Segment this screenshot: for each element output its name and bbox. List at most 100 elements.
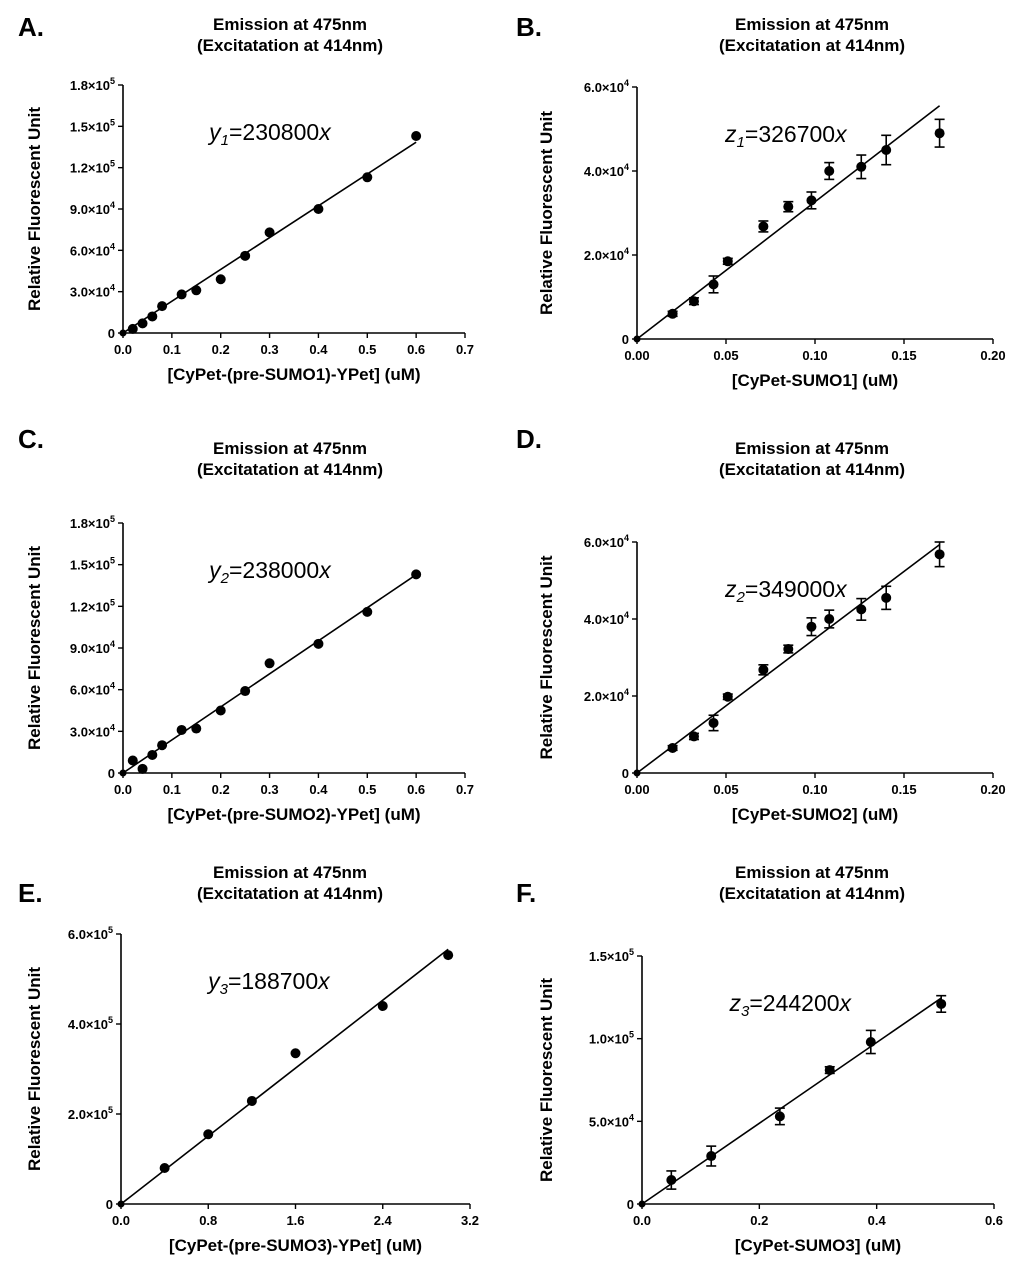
data-point [137,318,148,329]
x-tick-label: 0.0 [112,1213,130,1228]
y-axis-label: Relative Fluorescent Unit [25,967,44,1171]
data-point [137,763,148,774]
data-point [127,755,138,766]
data-point [936,998,947,1009]
y-tick-mantissa: 0 [108,766,115,781]
y-tick-mantissa: 0 [622,766,629,781]
data-point [708,717,719,728]
x-tick-label: 0.2 [750,1213,768,1228]
chart-svg: E. Emission at 475nm (Excitatation at 414n… [18,863,479,1255]
x-tick-label: 0.3 [261,782,279,797]
y-tick-exponent: 4 [624,687,629,697]
y-axis-label: Relative Fluorescent Unit [537,978,556,1182]
y-tick-mantissa: 1.5×10 [70,558,110,573]
y-tick-mantissa: 1.8×10 [70,78,110,93]
data-point [203,1129,214,1140]
data-point [934,549,945,560]
data-point [290,1048,301,1059]
data-point [443,950,454,961]
y-tick-exponent: 4 [110,200,115,210]
x-tick-label: 0.8 [199,1213,217,1228]
equation-subscript: 3 [220,981,229,998]
chart-title-line1: Emission at 475nm [213,439,367,458]
y-tick-label: 5.0×104 [589,1112,634,1129]
equation-coefficient: =188700 [228,968,318,994]
x-tick-label: 0.05 [713,782,738,797]
x-tick-label: 1.6 [286,1213,304,1228]
data-point [666,1175,677,1186]
chart-title-line2: (Excitatation at 414nm) [719,460,905,479]
equation-subscript: 1 [221,132,229,149]
y-tick-label: 3.0×104 [70,722,115,739]
data-point [856,604,867,615]
panel-e: E. Emission at 475nm (Excitatation at 414n… [0,848,512,1272]
data-point [667,742,678,753]
x-tick-label: 0.4 [309,782,328,797]
data-point [215,705,226,716]
panel-label: E. [18,878,43,908]
y-tick-exponent: 5 [110,159,115,169]
x-axis-label: [CyPet-(pre-SUMO3)-YPet] (uM) [169,1236,422,1255]
y-tick-exponent: 4 [110,241,115,251]
chart-svg: B. Emission at 475nm (Excitatation at 414n… [516,12,1006,390]
y-tick-label: 2.0×105 [68,1105,113,1122]
y-tick-exponent: 5 [110,556,115,566]
data-point [147,311,158,322]
origin-point [119,329,127,337]
chart-title-line1: Emission at 475nm [213,863,367,882]
y-tick-mantissa: 2.0×10 [68,1107,108,1122]
data-point [215,274,226,285]
equation-subscript: 3 [741,1003,750,1020]
y-tick-mantissa: 1.0×10 [589,1032,629,1047]
equation-x: x [318,557,332,583]
y-tick-label: 6.0×104 [70,681,115,698]
equation-subscript: 2 [736,589,746,606]
y-tick-mantissa: 6.0×10 [70,683,110,698]
fit-line [122,574,417,774]
data-point [157,301,168,312]
x-tick-label: 0.3 [261,342,279,357]
panel-d: D. Emission at 475nm (Excitatation at 414n… [512,424,1024,848]
data-point [824,1065,835,1076]
y-tick-label: 2.0×104 [584,246,629,263]
x-tick-label: 0.0 [633,1213,651,1228]
y-axis-label: Relative Fluorescent Unit [537,111,556,315]
equation-coefficient: =230800 [229,119,319,145]
x-tick-label: 0.5 [358,782,376,797]
data-point [157,740,168,751]
y-tick-label: 1.8×105 [70,76,115,93]
y-tick-exponent: 5 [110,76,115,86]
chart-svg: F. Emission at 475nm (Excitatation at 414n… [516,863,1003,1255]
equation-variable: y [207,557,222,583]
y-tick-label: 6.0×104 [584,78,629,95]
origin-point [638,1200,646,1208]
x-tick-label: 0.15 [891,782,916,797]
y-tick-mantissa: 0 [627,1197,634,1212]
data-point [264,227,275,238]
data-point [240,250,251,261]
y-tick-mantissa: 0 [108,326,115,341]
y-tick-mantissa: 9.0×10 [70,641,110,656]
data-point [411,569,422,580]
y-tick-exponent: 4 [624,78,629,88]
data-point [856,161,867,172]
chart-title-line2: (Excitatation at 414nm) [197,460,383,479]
y-tick-mantissa: 2.0×10 [584,248,624,263]
x-tick-label: 0.7 [456,342,474,357]
fit-equation: z2=349000x [724,576,848,606]
y-tick-exponent: 4 [624,533,629,543]
data-point [806,621,817,632]
equation-x: x [318,119,332,145]
fit-line [641,997,942,1205]
data-point [934,128,945,139]
data-point [688,731,699,742]
x-tick-label: 0.2 [212,782,230,797]
x-tick-label: 0.20 [980,348,1005,363]
data-point [722,256,733,267]
origin-point [119,769,127,777]
data-point [881,592,892,603]
panel-label: D. [516,424,542,454]
x-tick-label: 0.7 [456,782,474,797]
y-tick-mantissa: 6.0×10 [584,535,624,550]
y-tick-mantissa: 3.0×10 [70,724,110,739]
